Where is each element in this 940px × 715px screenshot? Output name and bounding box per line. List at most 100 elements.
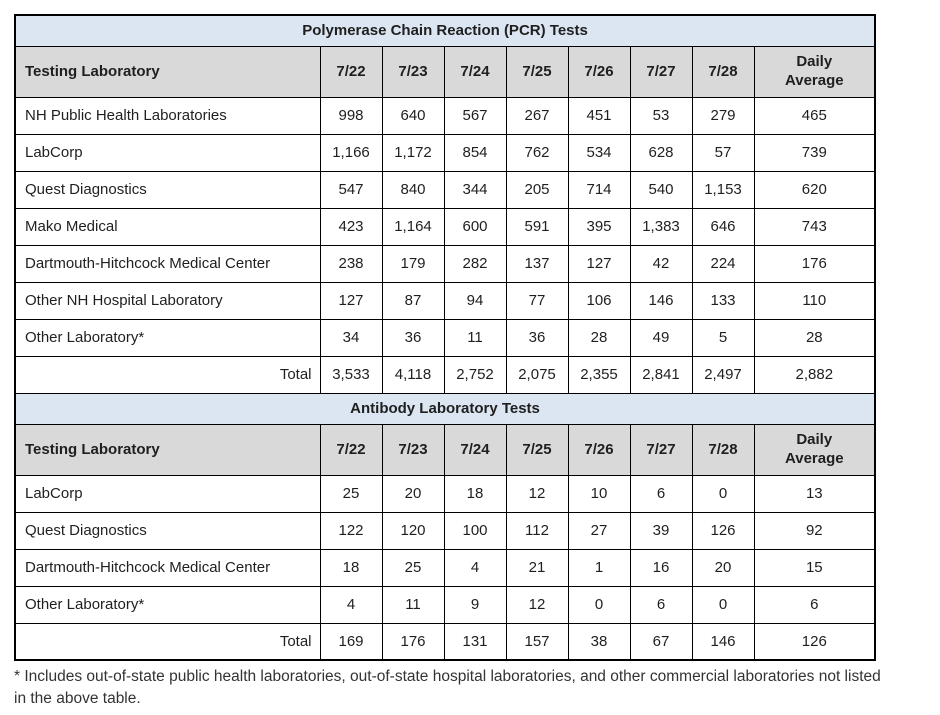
pcr-value-cell: 1,153 — [691, 170, 755, 209]
pcr-value-cell: 1,383 — [629, 207, 693, 246]
antibody-value-cell: 39 — [629, 511, 693, 550]
antibody-value-cell: 120 — [381, 511, 445, 550]
pcr-value-cell: 205 — [505, 170, 569, 209]
antibody-column-header-date: 7/26 — [567, 423, 631, 476]
pcr-value-cell: 1,166 — [319, 133, 383, 172]
pcr-value-cell: 137 — [505, 244, 569, 283]
pcr-value-cell: 146 — [629, 281, 693, 320]
antibody-value-cell: 100 — [443, 511, 507, 550]
antibody-value-cell: 0 — [567, 585, 631, 624]
table-footnote: * Includes out-of-state public health la… — [14, 668, 881, 708]
antibody-value-cell: 20 — [691, 548, 755, 587]
pcr-value-cell: 534 — [567, 133, 631, 172]
antibody-total-value-cell: 38 — [567, 622, 631, 661]
antibody-total-value-cell: 169 — [319, 622, 383, 661]
pcr-value-cell: 224 — [691, 244, 755, 283]
pcr-value-cell: 127 — [567, 244, 631, 283]
antibody-value-cell: 12 — [505, 585, 569, 624]
antibody-value-cell: 25 — [381, 548, 445, 587]
antibody-value-cell: 0 — [691, 474, 755, 513]
antibody-value-cell: 20 — [381, 474, 445, 513]
pcr-table-row: Other Laboratory* 34 36 11 36 28 49 5 28 — [14, 318, 876, 357]
pcr-value-cell: 34 — [319, 318, 383, 357]
antibody-table-row: Other Laboratory* 4 11 9 12 0 6 0 6 — [14, 585, 876, 624]
pcr-value-cell: 279 — [691, 96, 755, 135]
pcr-total-value-cell: 2,075 — [505, 355, 569, 394]
pcr-lab-name: Other Laboratory* — [14, 318, 321, 357]
pcr-section-title-row: Polymerase Chain Reaction (PCR) Tests — [14, 14, 876, 47]
antibody-value-cell: 16 — [629, 548, 693, 587]
antibody-column-header-date: 7/22 — [319, 423, 383, 476]
pcr-value-cell: 267 — [505, 96, 569, 135]
antibody-daily-average-label: Daily Average — [784, 430, 844, 467]
pcr-column-header-lab: Testing Laboratory — [14, 45, 321, 98]
pcr-value-cell: 620 — [753, 170, 876, 209]
antibody-column-header-date: 7/25 — [505, 423, 569, 476]
antibody-column-header-date: 7/28 — [691, 423, 755, 476]
lab-tests-table: Polymerase Chain Reaction (PCR) Tests Tes… — [14, 14, 877, 661]
antibody-value-cell: 18 — [443, 474, 507, 513]
antibody-total-label: Total — [14, 622, 321, 661]
pcr-header-row: Testing Laboratory 7/22 7/23 7/24 7/25 7/26 7/… — [14, 45, 876, 98]
pcr-lab-name: Mako Medical — [14, 207, 321, 246]
pcr-column-header-date: 7/27 — [629, 45, 693, 98]
pcr-value-cell: 840 — [381, 170, 445, 209]
pcr-column-header-date: 7/26 — [567, 45, 631, 98]
pcr-value-cell: 42 — [629, 244, 693, 283]
pcr-section-title: Polymerase Chain Reaction (PCR) Tests — [14, 14, 876, 47]
pcr-value-cell: 451 — [567, 96, 631, 135]
pcr-value-cell: 106 — [567, 281, 631, 320]
antibody-value-cell: 11 — [381, 585, 445, 624]
pcr-table-row: Quest Diagnostics 547 840 344 205 714 540 1,153… — [14, 170, 876, 209]
antibody-value-cell: 25 — [319, 474, 383, 513]
pcr-column-header-daily-average: Daily Average — [753, 45, 876, 98]
antibody-total-value-cell: 146 — [691, 622, 755, 661]
pcr-value-cell: 600 — [443, 207, 507, 246]
pcr-value-cell: 640 — [381, 96, 445, 135]
antibody-table-row: Quest Diagnostics 122 120 100 112 27 39 126 92 — [14, 511, 876, 550]
antibody-column-header-date: 7/24 — [443, 423, 507, 476]
pcr-value-cell: 540 — [629, 170, 693, 209]
pcr-value-cell: 465 — [753, 96, 876, 135]
antibody-section-title: Antibody Laboratory Tests — [14, 392, 876, 425]
pcr-value-cell: 395 — [567, 207, 631, 246]
pcr-value-cell: 133 — [691, 281, 755, 320]
pcr-value-cell: 344 — [443, 170, 507, 209]
antibody-value-cell: 6 — [629, 585, 693, 624]
pcr-table-row: LabCorp 1,166 1,172 854 762 534 628 57 739 — [14, 133, 876, 172]
antibody-value-cell: 6 — [629, 474, 693, 513]
pcr-table-row: Dartmouth-Hitchcock Medical Center 238 179… — [14, 244, 876, 283]
pcr-value-cell: 36 — [505, 318, 569, 357]
antibody-value-cell: 1 — [567, 548, 631, 587]
pcr-column-header-date: 7/28 — [691, 45, 755, 98]
antibody-value-cell: 126 — [691, 511, 755, 550]
antibody-section-title-row: Antibody Laboratory Tests — [14, 392, 876, 425]
antibody-value-cell: 13 — [753, 474, 876, 513]
antibody-column-header-daily-average: Daily Average — [753, 423, 876, 476]
pcr-value-cell: 49 — [629, 318, 693, 357]
pcr-lab-name: NH Public Health Laboratories — [14, 96, 321, 135]
antibody-total-value-cell: 176 — [381, 622, 445, 661]
antibody-total-row: Total 169 176 131 157 38 67 146 126 — [14, 622, 876, 661]
antibody-value-cell: 9 — [443, 585, 507, 624]
antibody-header-row: Testing Laboratory 7/22 7/23 7/24 7/25 7/26 7/… — [14, 423, 876, 476]
antibody-value-cell: 122 — [319, 511, 383, 550]
pcr-value-cell: 11 — [443, 318, 507, 357]
antibody-value-cell: 0 — [691, 585, 755, 624]
pcr-total-value-cell: 2,752 — [443, 355, 507, 394]
antibody-value-cell: 15 — [753, 548, 876, 587]
pcr-table-row: Other NH Hospital Laboratory 127 87 94 77 106… — [14, 281, 876, 320]
pcr-total-label: Total — [14, 355, 321, 394]
pcr-value-cell: 762 — [505, 133, 569, 172]
pcr-value-cell: 53 — [629, 96, 693, 135]
pcr-value-cell: 591 — [505, 207, 569, 246]
pcr-column-header-date: 7/24 — [443, 45, 507, 98]
antibody-value-cell: 4 — [319, 585, 383, 624]
antibody-total-value-cell: 157 — [505, 622, 569, 661]
antibody-column-header-date: 7/23 — [381, 423, 445, 476]
pcr-value-cell: 77 — [505, 281, 569, 320]
antibody-total-value-cell: 131 — [443, 622, 507, 661]
antibody-table-row: Dartmouth-Hitchcock Medical Center 18 25 4 2… — [14, 548, 876, 587]
antibody-lab-name: LabCorp — [14, 474, 321, 513]
antibody-total-value-cell: 126 — [753, 622, 876, 661]
